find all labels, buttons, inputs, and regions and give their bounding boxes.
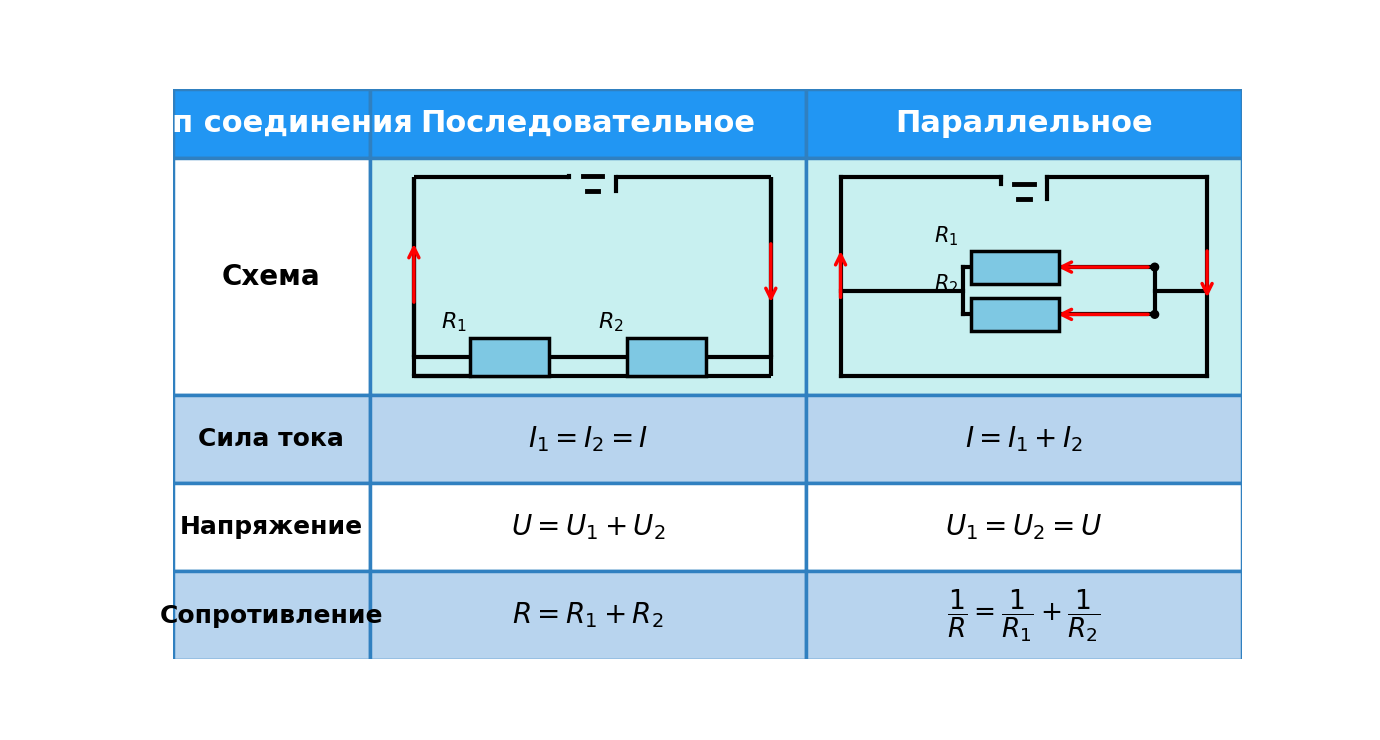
Text: $I_1 = I_2 = I$: $I_1 = I_2 = I$	[529, 424, 649, 454]
Text: Напряжение: Напряжение	[179, 515, 363, 539]
Bar	[370, 158, 806, 394]
Bar	[172, 158, 370, 394]
Text: Сила тока: Сила тока	[199, 427, 345, 451]
Bar	[806, 158, 1242, 394]
Bar	[370, 89, 806, 158]
Bar	[172, 483, 370, 571]
Text: Последовательное: Последовательное	[421, 109, 755, 138]
Bar	[806, 89, 1242, 158]
Text: Тип соединения: Тип соединения	[130, 109, 413, 138]
Bar	[806, 571, 1242, 660]
Text: $R_1$: $R_1$	[934, 225, 959, 248]
Text: $R = R_1 + R_2$: $R = R_1 + R_2$	[512, 601, 664, 630]
Text: Сопротивление: Сопротивление	[160, 604, 384, 628]
Bar	[172, 89, 370, 158]
Bar	[370, 571, 806, 660]
Bar	[172, 571, 370, 660]
Bar	[806, 483, 1242, 571]
Text: $R_2$: $R_2$	[934, 272, 959, 295]
Bar	[806, 394, 1242, 483]
Text: $I = I_1 + I_2$: $I = I_1 + I_2$	[965, 424, 1083, 454]
Bar	[627, 338, 705, 376]
Bar	[972, 251, 1058, 283]
Circle shape	[1151, 311, 1159, 318]
Bar	[370, 483, 806, 571]
Bar	[370, 394, 806, 483]
Bar	[972, 297, 1058, 331]
Text: $R_2$: $R_2$	[598, 311, 624, 334]
Text: $U = U_1 + U_2$: $U = U_1 + U_2$	[511, 512, 665, 542]
Text: Схема: Схема	[222, 263, 320, 291]
Text: $\dfrac{1}{R} = \dfrac{1}{R_1} + \dfrac{1}{R_2}$: $\dfrac{1}{R} = \dfrac{1}{R_1} + \dfrac{…	[947, 588, 1100, 644]
Text: $R_1$: $R_1$	[440, 311, 466, 334]
Text: $U_1 = U_2 = U$: $U_1 = U_2 = U$	[945, 512, 1103, 542]
Text: Параллельное: Параллельное	[896, 109, 1152, 138]
Bar	[172, 394, 370, 483]
Bar	[471, 338, 549, 376]
Circle shape	[1151, 263, 1159, 271]
